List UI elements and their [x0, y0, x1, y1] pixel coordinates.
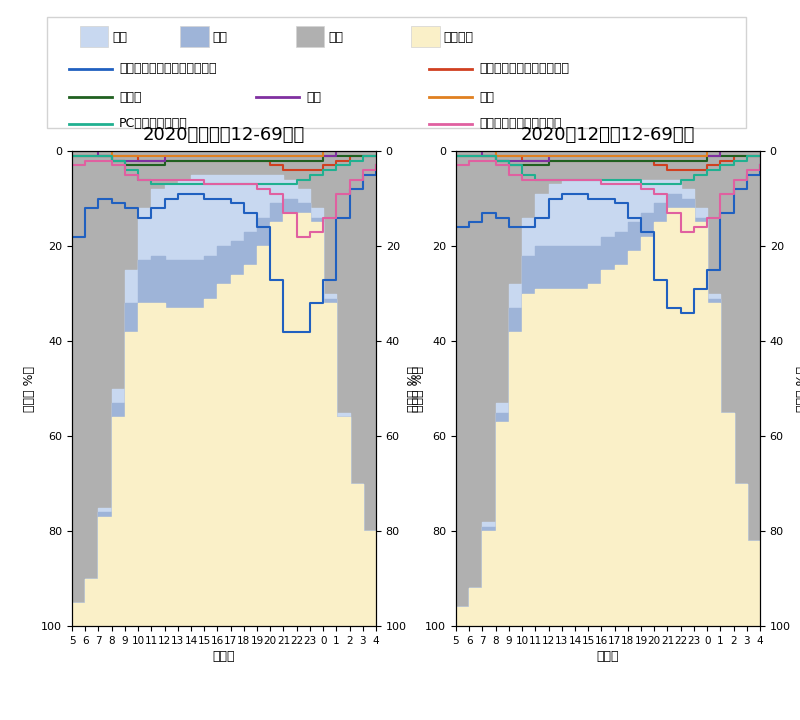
Y-axis label: （宅内 %）: （宅内 %）: [406, 366, 420, 412]
Title: 2020年６月（12-69歳）: 2020年６月（12-69歳）: [143, 126, 305, 144]
FancyBboxPatch shape: [79, 26, 109, 47]
Text: 雑誌: 雑誌: [479, 91, 494, 104]
Title: 2020年12月（12-69歳）: 2020年12月（12-69歳）: [521, 126, 695, 144]
Y-axis label: （宅外 %）: （宅外 %）: [412, 366, 426, 412]
Text: 外出: 外出: [112, 31, 127, 44]
Text: ラジオ: ラジオ: [119, 91, 142, 104]
Text: （時）: （時）: [597, 649, 619, 662]
Text: 睡眠: 睡眠: [328, 31, 343, 44]
Text: テレビ番組の録画再生視聴: テレビ番組の録画再生視聴: [479, 62, 570, 75]
FancyBboxPatch shape: [296, 26, 325, 47]
Y-axis label: （宅内 %）: （宅内 %）: [22, 366, 36, 412]
Text: 起床在宅: 起床在宅: [443, 31, 474, 44]
FancyBboxPatch shape: [181, 26, 210, 47]
Y-axis label: （宅外 %）: （宅外 %）: [796, 366, 800, 412]
Text: 新聞: 新聞: [306, 91, 322, 104]
Text: テレビ（リアルタイム視聴）: テレビ（リアルタイム視聴）: [119, 62, 217, 75]
Text: （時）: （時）: [213, 649, 235, 662]
Text: PCインターネット: PCインターネット: [119, 117, 188, 130]
Text: モバイルインターネット: モバイルインターネット: [479, 117, 562, 130]
Text: 移動: 移動: [213, 31, 228, 44]
FancyBboxPatch shape: [411, 26, 440, 47]
